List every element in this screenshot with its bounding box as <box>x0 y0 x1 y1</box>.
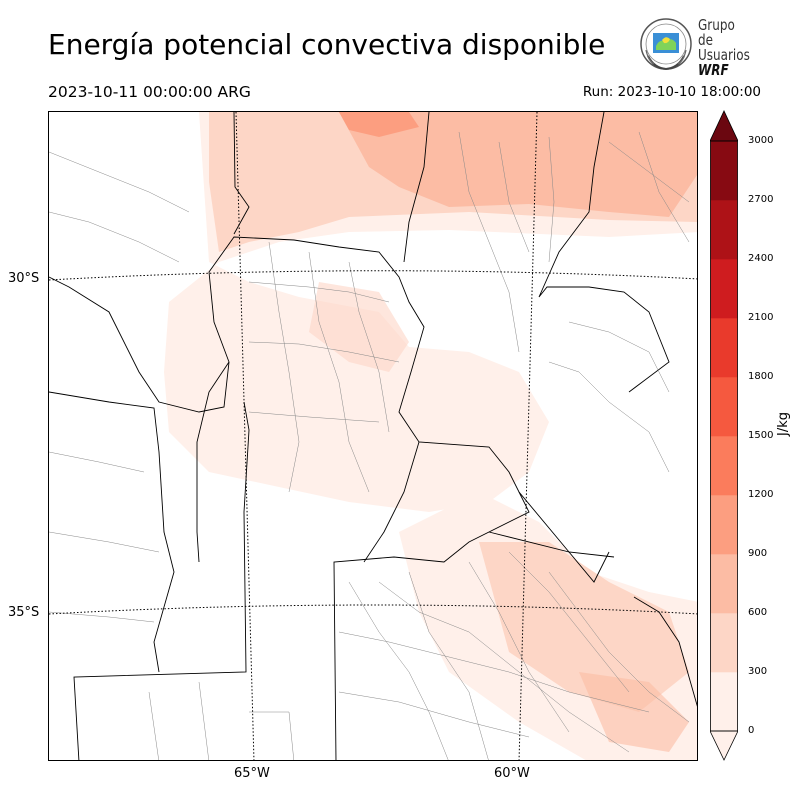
colorbar-band <box>710 259 738 319</box>
map-frame[interactable] <box>48 111 698 761</box>
colorbar-band <box>710 613 738 673</box>
logo-line-3: WRF <box>698 61 729 79</box>
colorbar-tick-label: 1800 <box>748 371 774 382</box>
colorbar-band <box>710 436 738 496</box>
colorbar-band <box>710 377 738 437</box>
colorbar <box>710 110 738 761</box>
graticule <box>49 112 697 760</box>
lon-label-65w: 65°W <box>234 766 270 781</box>
colorbar-max-extension <box>710 110 738 142</box>
lon-label-60w: 60°W <box>494 766 530 781</box>
logo-line-1: Grupo de <box>698 16 735 49</box>
valid-time: 2023-10-11 00:00:00 ARG <box>48 83 251 101</box>
cape-map <box>49 112 697 760</box>
logo: Grupo de Usuarios WRF <box>638 16 758 78</box>
colorbar-tick-label: 2100 <box>748 312 774 323</box>
lat-label-30s: 30°S <box>8 271 40 286</box>
colorbar-tick-label: 300 <box>748 666 768 677</box>
lat-label-35s: 35°S <box>8 605 40 620</box>
cape-shading <box>164 112 697 760</box>
colorbar-tick-label: 2700 <box>748 194 774 205</box>
boundaries <box>49 112 697 760</box>
colorbar-band <box>710 554 738 614</box>
logo-line-2: Usuarios <box>698 46 750 64</box>
colorbar-min-extension <box>710 730 738 761</box>
colorbar-band <box>710 672 738 732</box>
colorbar-tick-label: 1500 <box>748 430 774 441</box>
colorbar-tick-label: 0 <box>748 725 755 736</box>
run-time: Run: 2023-10-10 18:00:00 <box>582 84 761 100</box>
colorbar-tick-label: 600 <box>748 607 768 618</box>
page-title: Energía potencial convectiva disponible <box>48 28 606 61</box>
colorbar-band <box>710 141 738 201</box>
colorbar-tick-label: 900 <box>748 548 768 559</box>
department-lines <box>49 131 690 760</box>
colorbar-tick-label: 2400 <box>748 253 774 264</box>
colorbar-unit: J/kg <box>776 412 791 436</box>
colorbar-tick-label: 1200 <box>748 489 774 500</box>
colorbar-band <box>710 200 738 260</box>
seal-icon <box>640 18 692 71</box>
logo-text: Grupo de Usuarios WRF <box>698 18 750 78</box>
colorbar-band <box>710 318 738 378</box>
colorbar-band <box>710 495 738 555</box>
colorbar-tick-label: 3000 <box>748 135 774 146</box>
